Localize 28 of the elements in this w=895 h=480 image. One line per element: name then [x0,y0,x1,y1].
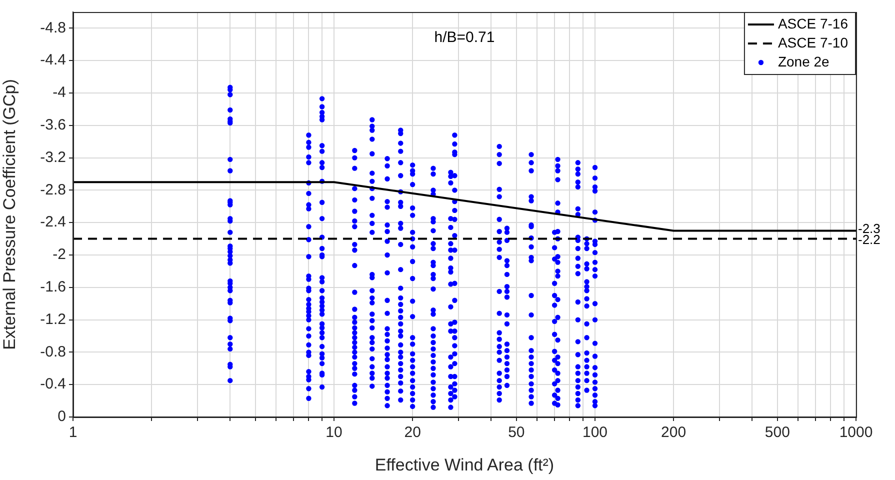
legend-label: ASCE 7-10 [778,34,848,50]
legend-label: ASCE 7-16 [778,15,848,32]
x-tick-label: 50 [508,424,525,442]
x-tick-label: 1000 [839,424,873,442]
x-tick-label: 20 [404,424,421,442]
x-tick-label: 500 [764,424,790,442]
y-tick-label: -3.2 [40,148,66,166]
y-tick-label: 0 [58,408,66,426]
y-tick-label: -3.6 [40,116,66,134]
x-tick-label: 1 [68,424,78,442]
x-tick-label: 200 [661,424,686,442]
legend-label: Zone 2e [778,53,830,70]
y-tick-label: -1.6 [40,278,66,296]
y-tick-label: -4.8 [40,19,66,36]
y-tick-label: -0.4 [40,376,66,393]
x-tick-label: 10 [326,424,342,442]
y-tick-label: -2.4 [40,214,66,231]
y-tick-label: -2 [52,246,66,264]
annotation: -2.3 [858,220,880,236]
y-tick-label: -2.8 [40,181,66,198]
y-tick-label: -1.2 [40,310,66,328]
annotation: h/B=0.71 [434,29,495,46]
y-tick-label: -4 [52,84,66,102]
x-tick-label: 100 [582,424,608,442]
x-axis-title: Effective Wind Area (ft²) [374,455,554,474]
y-tick-label: -4.4 [40,52,66,69]
y-axis-title: External Pressure Coefficient (GCp) [0,79,19,350]
y-tick-label: -0.8 [40,343,66,360]
